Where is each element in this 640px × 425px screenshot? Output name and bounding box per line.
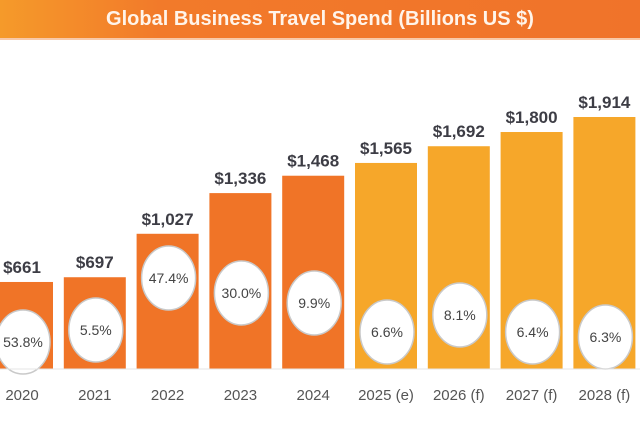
growth-label: 47.4% (149, 270, 189, 286)
x-tick-label: 2022 (151, 387, 184, 404)
growth-label: 6.4% (517, 324, 549, 340)
chart-header: Global Business Travel Spend (Billions U… (0, 0, 640, 40)
growth-label: 8.1% (444, 307, 476, 323)
growth-circle (140, 245, 197, 311)
value-label: $1,336 (214, 169, 266, 188)
growth-circle (0, 309, 51, 375)
growth-label: 53.8% (3, 334, 43, 350)
value-label: $1,692 (433, 122, 485, 141)
x-tick-label: 2023 (224, 387, 257, 404)
x-tick-label: 2021 (78, 387, 111, 404)
x-tick-label: 2025 (e) (358, 387, 414, 404)
value-label: $1,800 (506, 108, 558, 127)
x-tick-label: 2027 (f) (506, 387, 558, 404)
x-tick-label: 2026 (f) (433, 387, 485, 404)
growth-label: 30.0% (222, 285, 262, 301)
x-tick-label: 2024 (297, 387, 330, 404)
growth-label: 5.5% (80, 322, 112, 338)
value-label: $1,565 (360, 139, 412, 158)
growth-circle (286, 270, 342, 336)
value-label: $1,027 (142, 210, 194, 229)
value-label: $1,914 (578, 93, 631, 112)
x-tick-label: 2028 (f) (579, 387, 631, 404)
growth-circle (504, 299, 561, 365)
value-label: $1,468 (287, 152, 339, 171)
x-tick-label: 2020 (5, 387, 38, 404)
growth-label: 9.9% (298, 295, 330, 311)
chart-title: Global Business Travel Spend (Billions U… (106, 8, 534, 30)
growth-circle (432, 282, 488, 348)
growth-circle (213, 260, 270, 326)
growth-circle (359, 299, 415, 365)
growth-label: 6.6% (371, 324, 403, 340)
growth-circle (68, 297, 124, 363)
value-label: $697 (76, 253, 114, 272)
value-label: $661 (3, 258, 41, 277)
growth-label: 6.3% (589, 329, 621, 345)
